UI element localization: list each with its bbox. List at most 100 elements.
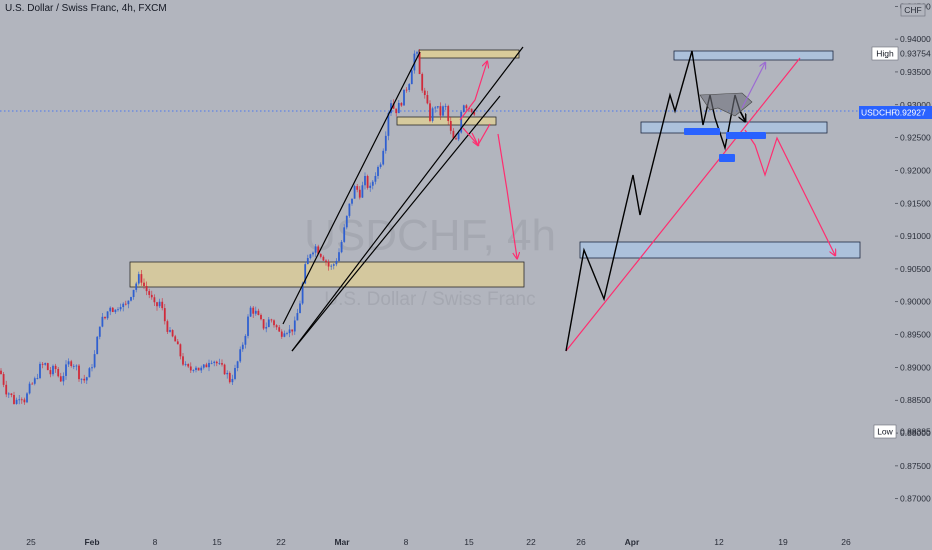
candle-body bbox=[335, 260, 338, 265]
candle-body bbox=[78, 365, 80, 380]
neckline-zone-right[interactable] bbox=[640, 121, 828, 134]
candle-body bbox=[410, 70, 413, 85]
candle-body bbox=[10, 393, 13, 395]
time-tick-label: 8 bbox=[404, 537, 409, 547]
candle-body bbox=[184, 364, 187, 365]
time-tick-label: Mar bbox=[334, 537, 350, 547]
candle-body bbox=[275, 325, 278, 328]
schematic-trendline[interactable] bbox=[565, 57, 801, 352]
candle-body bbox=[187, 364, 190, 367]
candle-body bbox=[262, 319, 265, 329]
candle-body bbox=[306, 258, 309, 265]
candle-body bbox=[161, 301, 164, 309]
candle-body bbox=[72, 365, 75, 367]
schematic-down-arrow[interactable] bbox=[744, 129, 835, 255]
candle-body bbox=[434, 107, 437, 109]
candle-body bbox=[119, 307, 122, 310]
candle-body bbox=[254, 310, 257, 314]
candle-body bbox=[195, 367, 197, 371]
high-tag: High 0.93754 bbox=[871, 46, 931, 61]
candle-body bbox=[465, 105, 468, 109]
chart-title: U.S. Dollar / Swiss Franc, 4h, FXCM bbox=[5, 3, 167, 14]
candle-body bbox=[75, 365, 78, 367]
schematic-black-arrow bbox=[740, 110, 745, 121]
candle-body bbox=[234, 368, 236, 379]
high-tag-label: High bbox=[876, 49, 894, 59]
candle-body bbox=[314, 246, 317, 253]
candle-body bbox=[403, 89, 405, 106]
candle-body bbox=[239, 349, 242, 362]
candle-body bbox=[371, 181, 374, 186]
high-tag-value: 0.93754 bbox=[900, 49, 931, 59]
candle-body bbox=[166, 321, 169, 332]
channel-upper-line[interactable] bbox=[291, 46, 524, 352]
projection-down-arrow[interactable] bbox=[497, 133, 517, 258]
demand-zone[interactable] bbox=[129, 261, 525, 288]
projection-up-arrow[interactable] bbox=[459, 62, 487, 121]
projection-retest-arrow[interactable] bbox=[471, 132, 478, 145]
candle-body bbox=[382, 150, 385, 165]
candle-body bbox=[408, 84, 411, 90]
currency-badge[interactable] bbox=[900, 3, 926, 17]
candle-body bbox=[426, 95, 429, 104]
time-tick-label: 26 bbox=[576, 537, 586, 547]
candle-body bbox=[296, 313, 299, 321]
candle-body bbox=[200, 367, 203, 371]
supply-zone-top[interactable] bbox=[418, 49, 520, 59]
channel-lower-line[interactable] bbox=[291, 95, 501, 352]
candle-body bbox=[221, 363, 223, 365]
candle-body bbox=[340, 241, 343, 253]
neckline-zone[interactable] bbox=[396, 116, 497, 126]
pattern-shading bbox=[699, 92, 753, 117]
candle-body bbox=[85, 377, 88, 381]
candle-body bbox=[348, 203, 351, 216]
price-tick-label: 0.88000 bbox=[900, 428, 931, 438]
candle-body bbox=[117, 309, 119, 311]
price-tick-label: 0.90500 bbox=[900, 264, 931, 274]
candle-body bbox=[345, 215, 348, 228]
channel-left-line[interactable] bbox=[282, 51, 421, 325]
candle-body bbox=[163, 308, 166, 322]
candle-body bbox=[153, 297, 156, 303]
candle-body bbox=[202, 364, 205, 368]
candle-body bbox=[278, 327, 281, 332]
candle-body bbox=[325, 260, 327, 262]
breakout-purple-arrow[interactable] bbox=[741, 63, 765, 109]
candle-body bbox=[36, 378, 39, 379]
candle-body bbox=[452, 130, 455, 139]
candle-body bbox=[395, 108, 398, 114]
candle-body bbox=[280, 331, 283, 337]
candle-body bbox=[449, 121, 452, 131]
candle-body bbox=[54, 365, 57, 370]
price-tick-label: 0.90000 bbox=[900, 297, 931, 307]
candle-body bbox=[143, 282, 145, 286]
low-tag-label: Low bbox=[877, 427, 893, 437]
price-axis[interactable]: 0.945000.940000.935000.930000.925000.920… bbox=[895, 1, 931, 504]
candle-body bbox=[293, 320, 296, 332]
candle-body bbox=[473, 112, 476, 115]
candle-body bbox=[247, 316, 249, 336]
candle-body bbox=[44, 363, 47, 365]
candle-body bbox=[455, 138, 457, 140]
candle-body bbox=[7, 393, 10, 395]
candle-body bbox=[397, 102, 400, 114]
time-tick-label: 15 bbox=[464, 537, 474, 547]
target-zone-low[interactable] bbox=[579, 241, 861, 259]
target-zone-high[interactable] bbox=[673, 50, 834, 61]
candle-body bbox=[124, 303, 127, 305]
current-tag: USDCHF 0.92927 bbox=[859, 106, 932, 119]
time-tick-label: Feb bbox=[84, 537, 99, 547]
candle-body bbox=[351, 198, 353, 204]
price-tick-label: 0.89000 bbox=[900, 362, 931, 372]
candle-body bbox=[150, 294, 153, 298]
time-axis[interactable]: 25 Feb 8 15 22 Mar 8 15 22 26 Apr 12 19 26 bbox=[26, 537, 851, 547]
candle-body bbox=[15, 399, 18, 404]
right-shoulder-label-bg bbox=[726, 132, 766, 139]
candle-body bbox=[218, 363, 221, 364]
candlestick-series bbox=[0, 48, 476, 405]
candle-body bbox=[327, 261, 330, 267]
time-tick-label: 22 bbox=[526, 537, 536, 547]
candle-body bbox=[288, 329, 291, 334]
